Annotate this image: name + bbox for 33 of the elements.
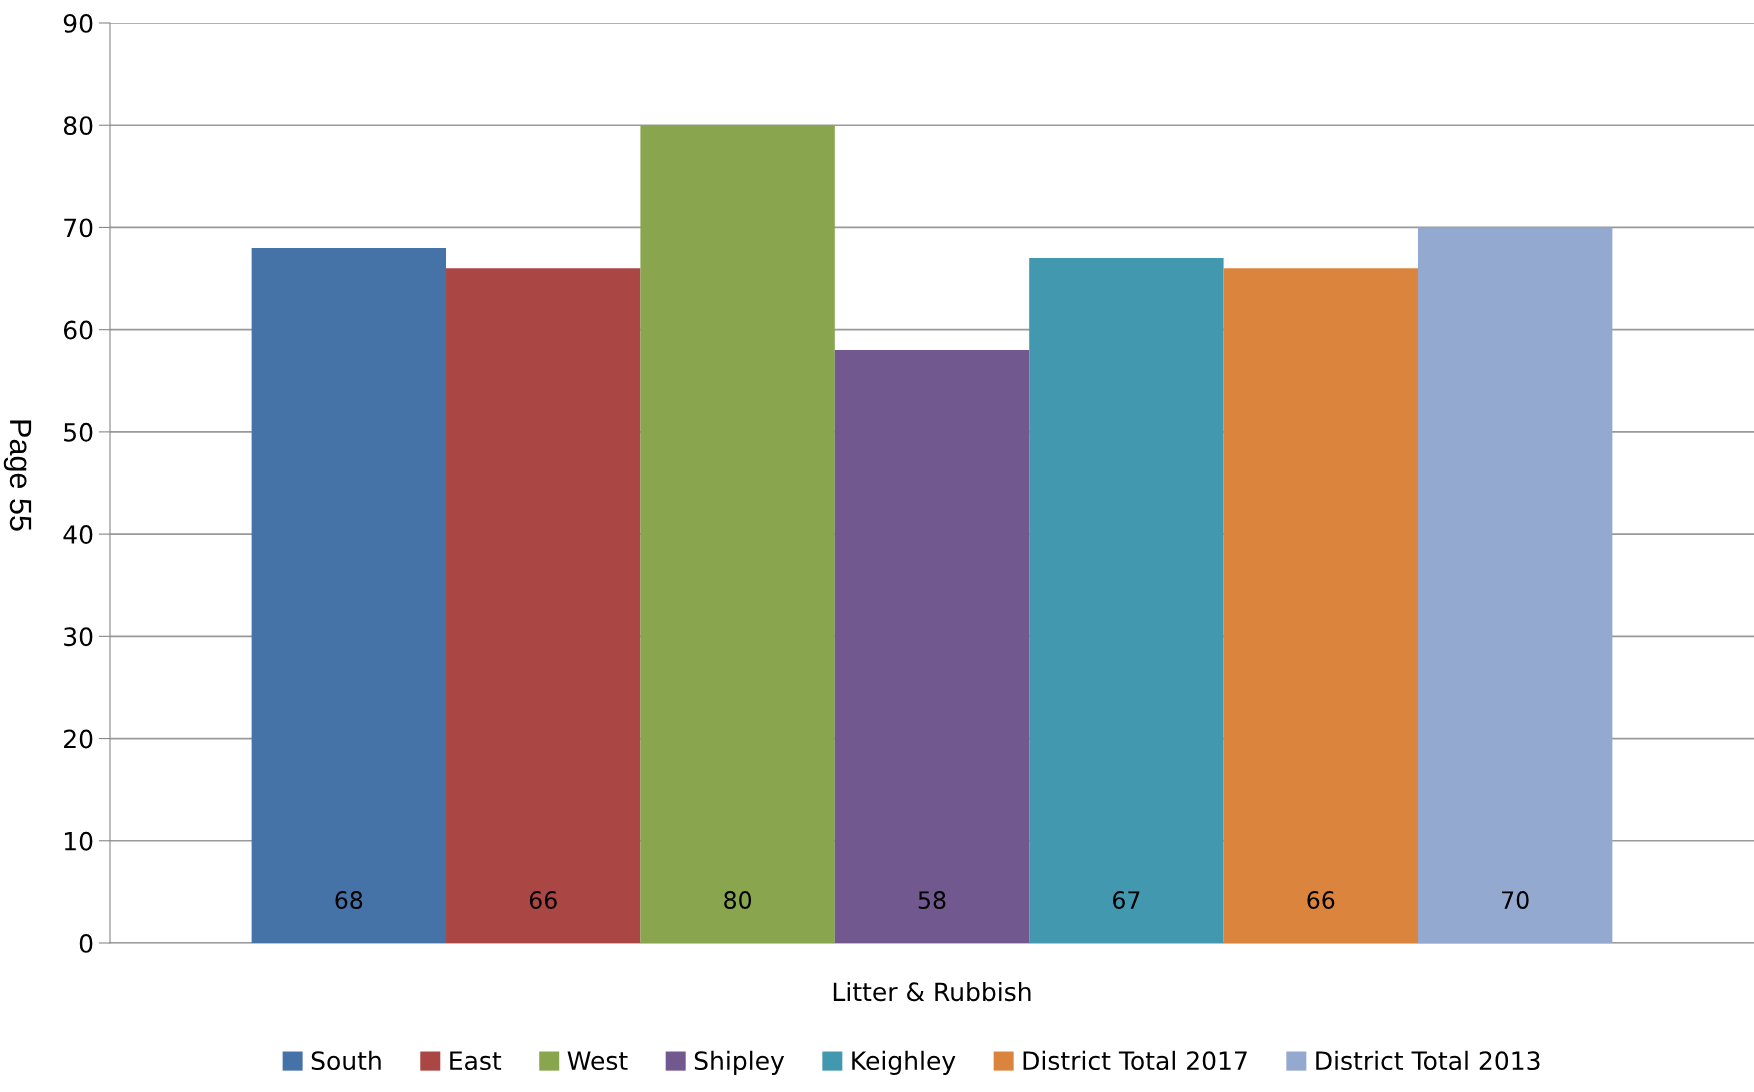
text: Page 55 — [3, 420, 32, 531]
legend-label: West — [567, 1051, 628, 1071]
y-tick-label: 80 — [63, 116, 93, 136]
legend-label: Shipley — [694, 1050, 785, 1075]
bar — [1029, 258, 1224, 943]
y-tick-label: 0 — [79, 933, 93, 953]
data-label: 68 — [335, 891, 363, 909]
bar — [446, 268, 641, 943]
bar — [251, 247, 447, 943]
legend-label: Keighley — [852, 1050, 956, 1075]
y-tick-label: 40 — [63, 525, 93, 544]
data-label: 67 — [1113, 891, 1140, 909]
x-tick-label: Litter & Rubbish — [833, 981, 1031, 1002]
data-label: 66 — [529, 891, 557, 909]
y-tick-label: 30 — [64, 627, 93, 647]
y-tick-label: 20 — [64, 729, 93, 749]
bar — [1417, 227, 1613, 943]
data-label: 58 — [918, 891, 946, 909]
data-label: 66 — [1307, 891, 1335, 909]
y-tick-label: 60 — [63, 320, 93, 340]
y-tick-label: 90 — [63, 13, 93, 33]
y-tick-label: 10 — [64, 831, 93, 851]
legend-label: East — [450, 1051, 502, 1071]
bar — [1223, 268, 1418, 943]
data-label: 70 — [1502, 891, 1529, 909]
bar — [640, 125, 835, 943]
legend-label: South — [311, 1050, 381, 1071]
legend-label: District Total 2017 — [1023, 1050, 1247, 1071]
bar — [834, 350, 1030, 943]
y-tick-label: 50 — [64, 422, 93, 442]
data-label: 80 — [724, 891, 752, 909]
legend-label: District Total 2013 — [1316, 1050, 1540, 1071]
y-tick-label: 70 — [64, 218, 93, 238]
